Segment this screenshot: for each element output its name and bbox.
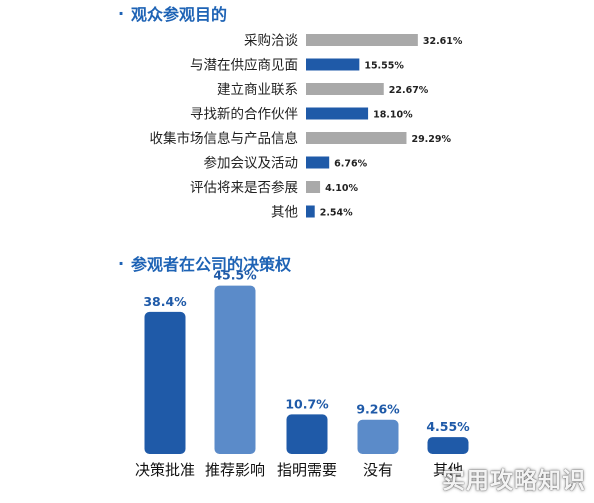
decision-category-label: 指明需要 xyxy=(277,461,337,479)
purpose-bar xyxy=(306,206,315,218)
chart2-title: 参观者在公司的决策权 xyxy=(131,255,292,274)
purpose-bar xyxy=(306,157,329,169)
purpose-category-label: 评估将来是否参展 xyxy=(190,179,298,196)
purpose-value-label: 32.61% xyxy=(423,36,463,47)
purpose-category-label: 其他 xyxy=(271,205,298,221)
decision-category-label: 推荐影响 xyxy=(205,461,265,479)
purpose-value-label: 2.54% xyxy=(320,208,353,219)
purpose-category-label: 采购洽谈 xyxy=(244,33,298,49)
chart1-title: 观众参观目的 xyxy=(131,5,227,24)
purpose-category-label: 建立商业联系 xyxy=(217,82,298,98)
decision-bar xyxy=(358,420,399,454)
purpose-bar xyxy=(306,132,406,144)
purpose-bar xyxy=(306,34,418,46)
purpose-bar xyxy=(306,59,359,71)
purpose-value-label: 15.55% xyxy=(364,61,404,72)
title-bullet: · xyxy=(118,4,124,23)
decision-value-label: 9.26% xyxy=(356,402,400,417)
purpose-category-label: 寻找新的合作伙伴 xyxy=(190,107,298,123)
purpose-category-label: 参加会议及活动 xyxy=(204,155,299,172)
purpose-category-label: 收集市场信息与产品信息 xyxy=(150,130,299,147)
decision-category-label: 决策批准 xyxy=(135,461,195,479)
decision-bar xyxy=(215,286,256,454)
purpose-value-label: 22.67% xyxy=(389,85,429,96)
purpose-value-label: 29.29% xyxy=(411,134,451,145)
decision-bar xyxy=(145,312,186,454)
decision-value-label: 45.5% xyxy=(213,268,257,283)
decision-category-label: 没有 xyxy=(363,461,393,479)
decision-value-label: 10.7% xyxy=(285,396,329,411)
purpose-category-label: 与潜在供应商见面 xyxy=(190,57,298,74)
purpose-bar xyxy=(306,83,384,95)
decision-bar xyxy=(287,414,328,454)
purpose-bar xyxy=(306,108,368,120)
purpose-value-label: 6.76% xyxy=(334,159,367,170)
visit-purpose-chart: · 观众参观目的 采购洽谈 32.61% 与潜在供应商见面 15.55% 建立商业联系 2… xyxy=(0,0,594,245)
decision-value-label: 38.4% xyxy=(143,294,187,309)
decision-value-label: 4.55% xyxy=(426,419,470,434)
decision-bar xyxy=(428,437,469,454)
purpose-value-label: 18.10% xyxy=(373,110,413,121)
purpose-value-label: 4.10% xyxy=(325,183,358,194)
watermark: 实用攻略知识 xyxy=(442,461,586,495)
title-bullet: · xyxy=(118,254,124,273)
purpose-bar xyxy=(306,181,320,193)
